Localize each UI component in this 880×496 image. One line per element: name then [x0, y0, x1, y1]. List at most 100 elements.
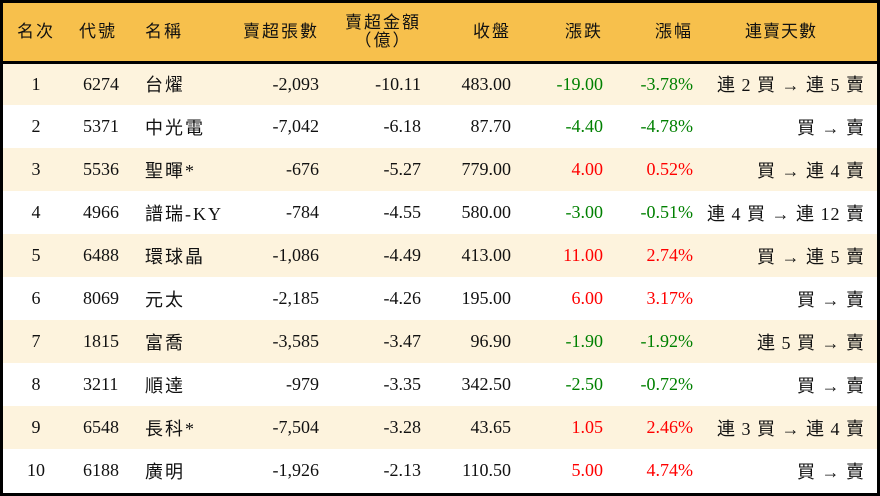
cell-change-pct: -4.78% [640, 116, 694, 136]
table-row: 7 1815 富喬 -3,585 -3.47 96.90 -1.90 -1.92… [3, 320, 877, 363]
cell-net-sell-lots: -2,185 [272, 288, 320, 308]
cell-net-sell-lots: -784 [286, 202, 319, 222]
cell-net-sell-lots: -3,585 [272, 331, 320, 351]
cell-change: -3.00 [565, 202, 604, 222]
cell-rank: 4 [31, 202, 41, 222]
cell-code: 1815 [83, 331, 119, 351]
cell-change-pct: -1.92% [640, 331, 694, 351]
cell-code: 5371 [83, 116, 119, 136]
header-net-sell-amount-label: 賣超金額 （億） [345, 12, 421, 50]
table-row: 1 6274 台燿 -2,093 -10.11 483.00 -19.00 -3… [3, 62, 877, 105]
cell-name: 順達 [145, 375, 185, 396]
cell-name: 廣明 [145, 461, 185, 482]
cell-rank: 9 [31, 417, 41, 437]
cell-close: 413.00 [461, 245, 512, 265]
cell-change-pct: -0.51% [640, 202, 694, 222]
table-row: 6 8069 元太 -2,185 -4.26 195.00 6.00 3.17%… [3, 277, 877, 320]
header-change: 漲跌 [515, 3, 607, 64]
cell-streak: 買 → 賣 [797, 117, 865, 138]
header-rank: 名次 [3, 3, 69, 64]
cell-name: 長科* [145, 418, 196, 439]
cell-close: 779.00 [461, 159, 512, 179]
cell-net-sell-amount: -2.13 [383, 460, 422, 480]
cell-name: 譜瑞-KY [145, 203, 223, 224]
cell-rank: 3 [31, 159, 41, 179]
cell-close: 96.90 [470, 331, 512, 351]
header-net-sell-amount: 賣超金額 （億） [323, 3, 425, 64]
cell-change-pct: 4.74% [646, 460, 694, 480]
cell-rank: 10 [27, 460, 45, 480]
cell-streak: 連 2 買 → 連 5 賣 [717, 75, 865, 96]
header-name: 名稱 [139, 3, 239, 64]
table-body: 1 6274 台燿 -2,093 -10.11 483.00 -19.00 -3… [3, 62, 877, 492]
cell-net-sell-lots: -1,086 [272, 245, 320, 265]
cell-net-sell-amount: -5.27 [383, 159, 422, 179]
cell-name: 聖暉* [145, 160, 196, 181]
cell-net-sell-lots: -979 [286, 374, 319, 394]
cell-close: 483.00 [461, 73, 512, 94]
cell-name: 元太 [145, 289, 185, 310]
header-code: 代號 [69, 3, 139, 64]
table-row: 2 5371 中光電 -7,042 -6.18 87.70 -4.40 -4.7… [3, 105, 877, 148]
cell-name: 環球晶 [145, 246, 205, 267]
cell-net-sell-amount: -6.18 [383, 116, 422, 136]
cell-change-pct: 2.74% [646, 245, 694, 265]
header-streak: 連賣天數 [697, 3, 877, 64]
cell-change: -1.90 [565, 331, 604, 351]
cell-name: 富喬 [145, 332, 185, 353]
cell-name: 中光電 [145, 117, 205, 138]
cell-net-sell-amount: -10.11 [375, 73, 421, 94]
cell-change-pct: 2.46% [646, 417, 694, 437]
cell-net-sell-amount: -4.26 [383, 288, 422, 308]
cell-net-sell-amount: -4.49 [383, 245, 422, 265]
cell-net-sell-lots: -7,504 [272, 417, 320, 437]
cell-net-sell-amount: -3.35 [383, 374, 422, 394]
cell-rank: 6 [31, 288, 41, 308]
cell-code: 6488 [83, 245, 119, 265]
cell-change-pct: 0.52% [646, 159, 694, 179]
cell-name: 台燿 [145, 75, 185, 96]
table-header-row: 名次 代號 名稱 賣超張數 賣超金額 （億） 收盤 漲跌 漲幅 連賣天數 [3, 3, 877, 64]
cell-streak: 買 → 賣 [797, 375, 865, 396]
cell-net-sell-amount: -3.47 [383, 331, 422, 351]
table-row: 3 5536 聖暉* -676 -5.27 779.00 4.00 0.52% … [3, 148, 877, 191]
cell-close: 342.50 [461, 374, 512, 394]
cell-close: 580.00 [461, 202, 512, 222]
cell-net-sell-lots: -1,926 [272, 460, 320, 480]
cell-streak: 連 3 買 → 連 4 賣 [717, 418, 865, 439]
cell-code: 6188 [83, 460, 119, 480]
table-row: 8 3211 順達 -979 -3.35 342.50 -2.50 -0.72%… [3, 363, 877, 406]
table-row: 9 6548 長科* -7,504 -3.28 43.65 1.05 2.46%… [3, 406, 877, 449]
cell-change: 4.00 [571, 159, 604, 179]
cell-streak: 買 → 連 5 賣 [757, 246, 865, 267]
cell-code: 5536 [83, 159, 119, 179]
cell-rank: 1 [31, 73, 41, 94]
cell-net-sell-lots: -7,042 [272, 116, 320, 136]
header-net-sell-amount-line1: 賣超金額 [345, 12, 421, 32]
cell-streak: 連 5 買 → 賣 [757, 332, 865, 353]
cell-change: -2.50 [565, 374, 604, 394]
cell-rank: 7 [31, 331, 41, 351]
cell-change: -4.40 [565, 116, 604, 136]
cell-change: -19.00 [556, 73, 604, 94]
cell-change-pct: -0.72% [640, 374, 694, 394]
header-change-pct: 漲幅 [607, 3, 697, 64]
cell-rank: 2 [31, 116, 41, 136]
cell-close: 110.50 [462, 460, 511, 480]
cell-net-sell-amount: -4.55 [383, 202, 422, 222]
cell-streak: 連 4 買 → 連 12 賣 [707, 203, 865, 224]
cell-code: 6548 [83, 417, 119, 437]
cell-code: 6274 [83, 73, 119, 94]
cell-streak: 買 → 賣 [797, 289, 865, 310]
cell-rank: 8 [31, 374, 41, 394]
cell-code: 8069 [83, 288, 119, 308]
header-close: 收盤 [425, 3, 515, 64]
cell-close: 87.70 [470, 116, 512, 136]
cell-rank: 5 [31, 245, 41, 265]
table-row: 10 6188 廣明 -1,926 -2.13 110.50 5.00 4.74… [3, 449, 877, 492]
net-sell-ranking-table: 名次 代號 名稱 賣超張數 賣超金額 （億） 收盤 漲跌 漲幅 連賣天數 1 6… [3, 3, 877, 492]
cell-streak: 買 → 賣 [797, 461, 865, 482]
header-net-sell-lots: 賣超張數 [239, 3, 323, 64]
cell-change: 5.00 [571, 460, 604, 480]
